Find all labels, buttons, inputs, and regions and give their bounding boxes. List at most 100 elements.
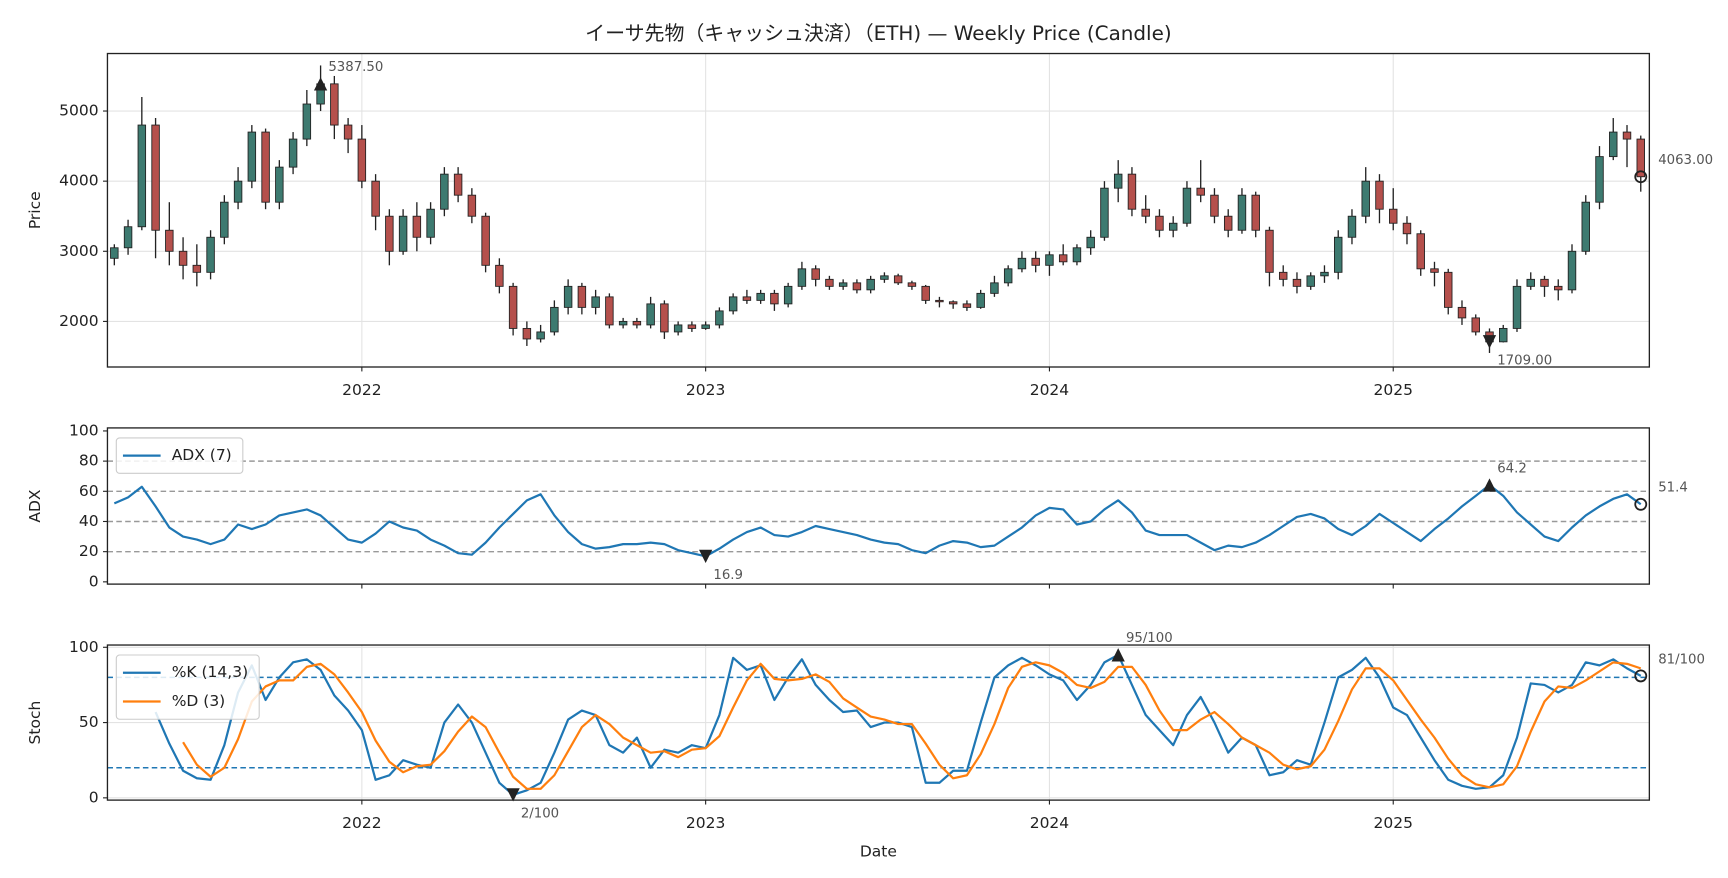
candle-body [962, 303, 972, 308]
annotation-label: 1709.00 [1497, 354, 1552, 369]
y-tick-label: 3000 [59, 242, 98, 260]
annotation-label: 2/100 [521, 807, 559, 822]
candle-body [1265, 229, 1274, 273]
candle-body [343, 124, 353, 140]
candle-body [206, 236, 215, 273]
x-tick-label: 2024 [1030, 814, 1069, 832]
candle-body [1168, 222, 1178, 231]
candle-body [742, 296, 752, 301]
candle-body [1526, 278, 1535, 287]
candle-body [1196, 187, 1205, 196]
candle-body [261, 131, 270, 203]
candle-body [921, 285, 930, 301]
plot-frame [106, 52, 1651, 368]
candle-body [948, 301, 958, 305]
series-line [113, 483, 1642, 558]
candle-body [1003, 268, 1013, 284]
candle-body [673, 324, 683, 333]
candle-body [1333, 236, 1343, 273]
candle-body [1471, 317, 1480, 333]
y-tick-label: 20 [79, 542, 99, 560]
x-tick-label: 2023 [686, 381, 725, 399]
candle-body [1031, 257, 1040, 266]
candle-body [852, 282, 862, 291]
last-marker [1634, 669, 1648, 683]
candle-body [1499, 327, 1508, 343]
candle-body [1375, 180, 1384, 210]
candle-body [440, 173, 449, 210]
candle-body [1416, 233, 1425, 270]
candle-body [1045, 254, 1054, 266]
candle-body [1306, 275, 1315, 287]
candle-body [1581, 201, 1590, 252]
candle-body [1100, 187, 1109, 238]
candle-body [1347, 215, 1357, 238]
candle-body [137, 124, 147, 228]
legend-box [115, 437, 244, 474]
candle-body [907, 282, 917, 287]
candle-body [577, 285, 587, 308]
annotation-label: 95/100 [1126, 631, 1173, 646]
candle-body [371, 180, 380, 217]
candle-body [660, 303, 669, 333]
x-axis-label: Date [860, 843, 897, 861]
y-axis-label: Price [26, 191, 44, 229]
candle-body [275, 166, 284, 203]
candle-body [1017, 257, 1027, 270]
min-marker [506, 788, 520, 802]
y-axis-label: Stoch [26, 701, 44, 745]
legend-label: ADX (7) [172, 446, 232, 464]
candle-body [893, 275, 903, 284]
candle-body [1402, 222, 1412, 235]
candle-body [550, 306, 559, 333]
candle-body [357, 138, 367, 182]
annotation-label: 81/100 [1658, 652, 1705, 667]
candle-body [192, 264, 202, 273]
x-tick-label: 2024 [1030, 381, 1069, 399]
candle-body [1292, 278, 1302, 287]
y-tick-label: 4000 [59, 172, 98, 190]
y-tick-label: 0 [89, 572, 99, 590]
plot-frame [106, 427, 1651, 585]
candle-body [990, 282, 999, 294]
candle-body [385, 215, 394, 252]
candle-body [591, 296, 600, 308]
candle-body [563, 285, 573, 308]
candle-body [728, 296, 738, 312]
last-marker [1634, 170, 1648, 184]
legend-label: %D (3) [172, 692, 226, 710]
annotation-label: 16.9 [713, 568, 743, 583]
candle-body [426, 208, 435, 238]
candle-body [123, 226, 133, 249]
candle-body [522, 327, 532, 340]
annotation-label: 51.4 [1658, 481, 1688, 496]
max-marker [1111, 648, 1125, 662]
candle-body [1622, 131, 1632, 140]
candle-body [1444, 271, 1453, 308]
candle-body [151, 124, 160, 231]
candle-body [536, 331, 545, 340]
candle-body [288, 138, 298, 168]
y-tick-label: 50 [79, 713, 99, 731]
max-marker [1482, 478, 1497, 492]
candle-body [866, 278, 875, 291]
candle-body [178, 250, 188, 266]
candle-body [412, 215, 422, 238]
y-tick-label: 100 [69, 638, 99, 656]
candle-body [646, 303, 655, 326]
legend-label: %K (14,3) [172, 663, 248, 681]
candle-body [1058, 254, 1068, 263]
candle-body [605, 296, 614, 326]
x-tick-label: 2025 [1374, 381, 1413, 399]
min-marker [698, 549, 713, 563]
legend-box [115, 654, 260, 720]
candle-body [1320, 271, 1329, 277]
candle-body [481, 215, 490, 266]
candle-body [495, 264, 504, 287]
x-tick-label: 2023 [686, 814, 725, 832]
annotation-label: 4063.00 [1658, 153, 1713, 168]
candle-body [701, 324, 710, 329]
candle-body [1113, 173, 1123, 189]
max-marker [313, 77, 328, 91]
candle-body [1389, 208, 1398, 224]
